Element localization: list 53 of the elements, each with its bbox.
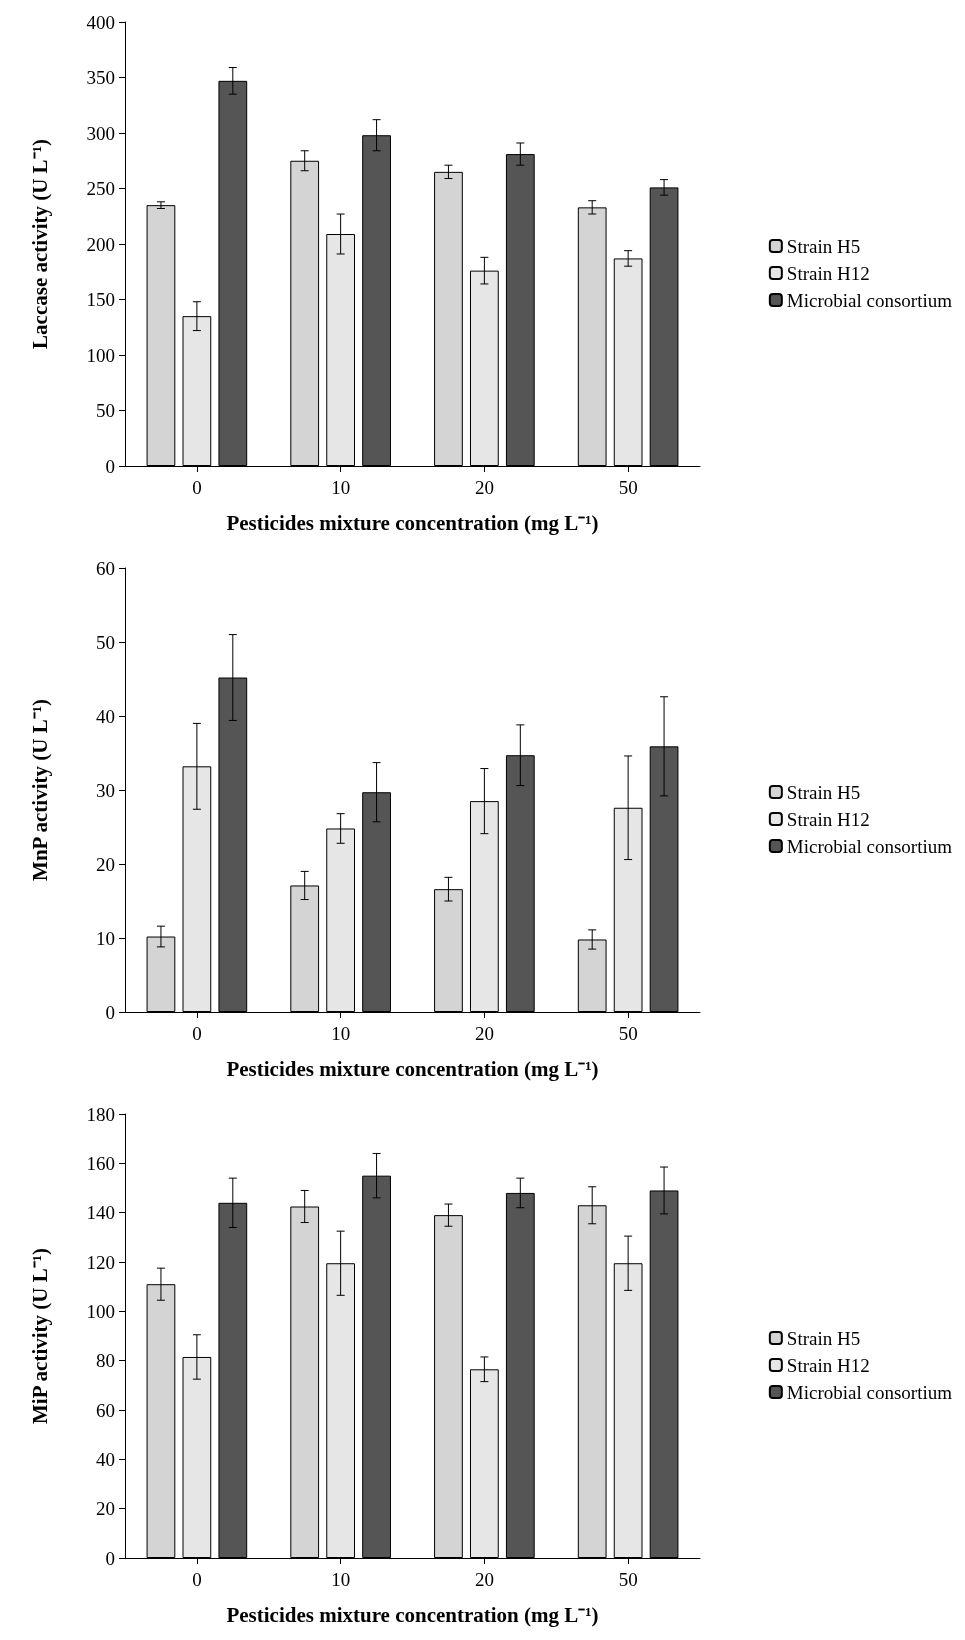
x-axis-title: Pesticides mixture concentration (mg L⁻¹) (226, 1056, 599, 1081)
y-tick-label: 20 (96, 1498, 115, 1520)
x-tick-label: 0 (192, 1023, 202, 1044)
y-tick-label: 180 (86, 1103, 115, 1125)
x-tick-label: 10 (331, 477, 351, 498)
y-axis-title: Laccase activity (U L⁻¹) (27, 139, 52, 349)
y-tick-label: 30 (96, 779, 115, 801)
x-tick-label: 0 (192, 1569, 202, 1590)
y-tick-label: 300 (86, 122, 115, 144)
legend-label: Strain H5 (786, 781, 861, 803)
legend-label: Microbial consortium (786, 835, 953, 857)
x-tick-label: 50 (618, 1569, 638, 1590)
y-tick-label: 350 (86, 67, 115, 88)
x-axis-title: Pesticides mixture concentration (mg L⁻¹) (226, 510, 599, 535)
y-tick-label: 20 (96, 853, 115, 875)
legend-label: Strain H12 (786, 1354, 870, 1376)
x-axis-title: Pesticides mixture concentration (mg L⁻¹) (226, 1602, 599, 1627)
y-tick-label: 0 (105, 455, 115, 477)
y-tick-label: 250 (86, 178, 115, 199)
y-tick-label: 140 (86, 1202, 115, 1224)
y-tick-label: 80 (96, 1350, 115, 1372)
y-tick-label: 150 (86, 289, 115, 310)
legend-label: Strain H5 (786, 1327, 861, 1349)
x-tick-label: 20 (474, 1023, 494, 1044)
y-tick-label: 10 (96, 927, 115, 949)
x-tick-label: 10 (331, 1023, 351, 1044)
y-tick-label: 120 (86, 1251, 115, 1273)
y-axis-title: MiP activity (U L⁻¹) (27, 1247, 52, 1425)
y-tick-label: 160 (86, 1152, 115, 1174)
y-tick-label: 100 (86, 344, 115, 366)
x-tick-label: 50 (618, 1023, 638, 1044)
y-tick-label: 50 (96, 400, 115, 421)
legend-label: Microbial consortium (786, 289, 953, 311)
legend-label: Strain H12 (786, 262, 870, 284)
y-tick-label: 40 (96, 1448, 115, 1470)
x-tick-label: 20 (474, 1569, 494, 1590)
y-tick-label: 0 (105, 1547, 115, 1569)
legend-label: Strain H12 (786, 808, 870, 830)
y-tick-label: 50 (96, 631, 115, 653)
legend-label: Microbial consortium (786, 1381, 953, 1403)
y-tick-label: 100 (86, 1300, 115, 1322)
y-tick-label: 200 (86, 233, 115, 255)
y-tick-label: 40 (96, 705, 115, 727)
x-tick-label: 0 (192, 477, 202, 498)
x-tick-label: 50 (618, 477, 638, 498)
y-tick-label: 0 (105, 1001, 115, 1023)
y-axis-title: MnP activity (U L⁻¹) (27, 699, 52, 881)
x-tick-label: 20 (474, 477, 494, 498)
y-tick-label: 60 (96, 1399, 115, 1421)
y-tick-label: 400 (86, 11, 115, 33)
x-tick-label: 10 (331, 1569, 351, 1590)
y-tick-label: 60 (96, 557, 115, 579)
legend-label: Strain H5 (786, 235, 861, 257)
